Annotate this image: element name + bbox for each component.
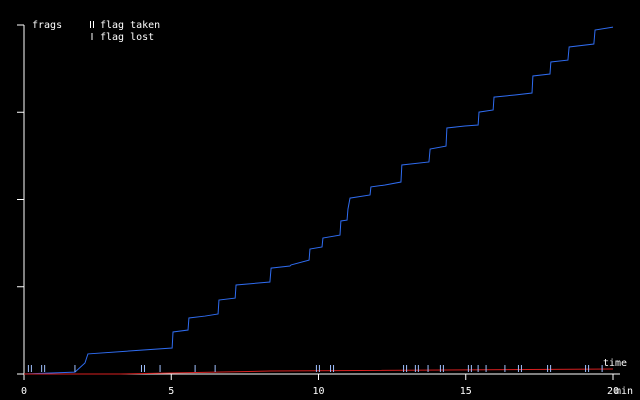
- flag-marker: [140, 365, 145, 372]
- x-tick-label: 5: [168, 386, 174, 397]
- y-axis-label: frags: [32, 20, 62, 31]
- x-tick-label: 10: [312, 386, 324, 397]
- flag-marker: [41, 365, 46, 372]
- flag-marker: [467, 365, 472, 372]
- flag-marker: [330, 365, 335, 372]
- legend-label: flag lost: [100, 32, 154, 43]
- flag-marker: [585, 365, 590, 372]
- flag-marker: [517, 365, 522, 372]
- x-axis-label: time: [603, 358, 627, 369]
- x-tick-label: 15: [460, 386, 472, 397]
- x-unit: min: [615, 386, 633, 397]
- legend-label: flag taken: [100, 20, 160, 31]
- series-line: [24, 368, 614, 375]
- x-tick-label: 0: [21, 386, 27, 397]
- flag-marker: [315, 365, 320, 372]
- flag-marker: [414, 365, 419, 372]
- flag-marker: [403, 365, 408, 372]
- flag-marker: [439, 365, 444, 372]
- flag-marker: [27, 365, 32, 372]
- flag-marker: [547, 365, 552, 372]
- series-line: [23, 26, 614, 375]
- x-tick-label: 20: [607, 386, 619, 397]
